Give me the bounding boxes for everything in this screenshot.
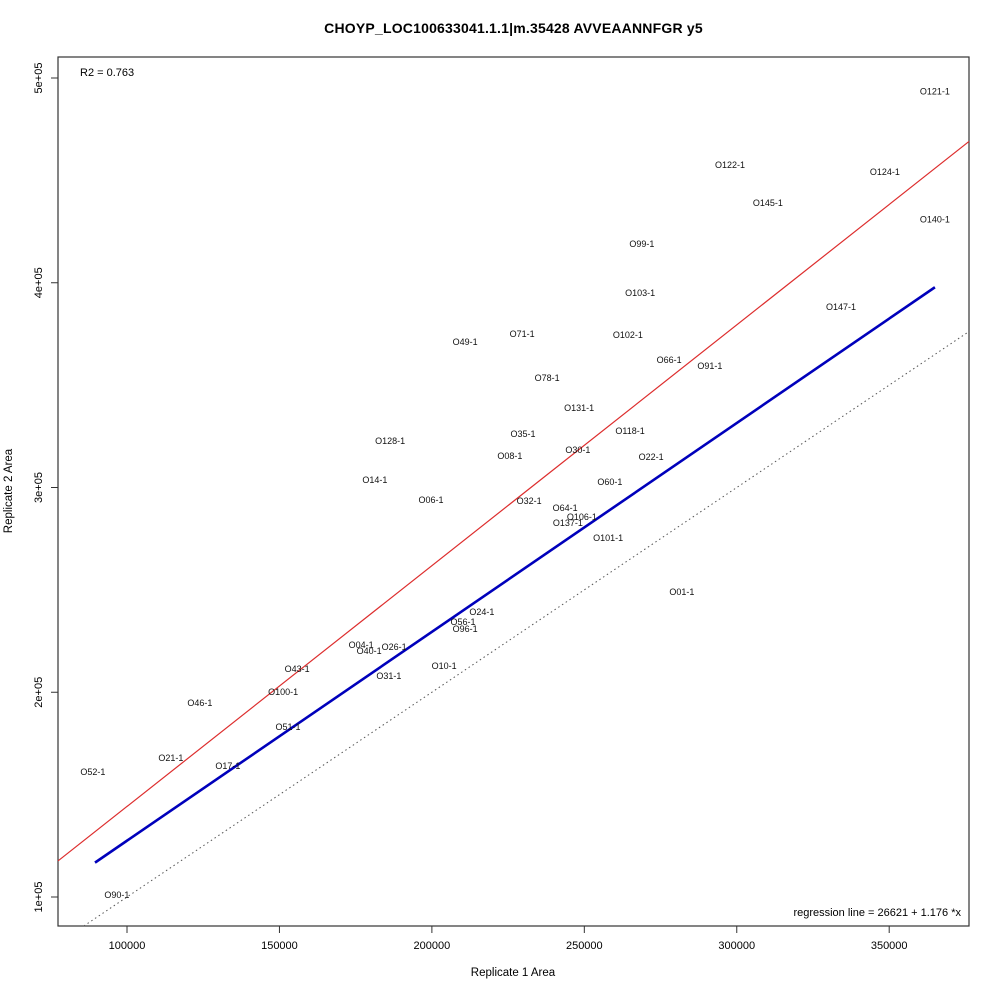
point-label: O21-1: [158, 753, 183, 763]
x-tick-label: 100000: [109, 940, 146, 952]
point-label: O118-1: [615, 426, 644, 436]
point-label: O35-1: [511, 429, 536, 439]
point-label: O64-1: [553, 503, 578, 513]
point-label: O56-1: [450, 617, 475, 627]
point-label: O60-1: [597, 477, 622, 487]
point-label: O49-1: [453, 337, 478, 347]
point-label: O31-1: [376, 671, 401, 681]
r-squared-annotation: R2 = 0.763: [80, 67, 134, 79]
point-label: O137-1: [553, 518, 583, 528]
point-label: O26-1: [382, 642, 407, 652]
point-label: O100-1: [268, 687, 298, 697]
y-tick-label: 1e+05: [33, 882, 45, 913]
regression-line: [57, 140, 970, 862]
y-axis-title: Replicate 2 Area: [3, 448, 15, 533]
plot-border: [57, 56, 970, 927]
point-label: O17-1: [215, 761, 240, 771]
point-label: O46-1: [187, 698, 212, 708]
point-label: O96-1: [453, 624, 478, 634]
point-label: O06-1: [418, 495, 443, 505]
point-label: O128-1: [375, 436, 405, 446]
point-label: O14-1: [362, 475, 387, 485]
point-label: O04-1: [349, 640, 374, 650]
point-label: O101-1: [593, 533, 623, 543]
point-label: O103-1: [625, 288, 655, 298]
point-label: O32-1: [517, 496, 542, 506]
point-label: O24-1: [469, 607, 494, 617]
point-label: O145-1: [753, 198, 783, 208]
point-label: O102-1: [613, 330, 643, 340]
x-tick-label: 150000: [261, 940, 298, 952]
generated-plot-content: 100000 150000 200000 250000 300000 350000 1e+0…: [33, 63, 970, 952]
identity-line: [83, 331, 970, 927]
point-label: O124-1: [870, 167, 900, 177]
x-tick-label: 250000: [566, 940, 603, 952]
point-label: O140-1: [920, 214, 950, 224]
point-label: O40-1: [357, 646, 382, 656]
point-label: O51-1: [275, 722, 300, 732]
point-label: O90-1: [104, 890, 129, 900]
secondary-fit-line: [94, 286, 936, 864]
point-label: O131-1: [564, 403, 594, 413]
point-label: O91-1: [697, 361, 722, 371]
point-label: O30-1: [565, 445, 590, 455]
point-label: O10-1: [432, 661, 457, 671]
regression-equation-annotation: regression line = 26621 + 1.176 *x: [793, 907, 961, 919]
point-label: O66-1: [657, 355, 682, 365]
x-tick-label: 200000: [414, 940, 451, 952]
y-tick-label: 5e+05: [33, 63, 45, 94]
point-label: O22-1: [639, 452, 664, 462]
point-label: O43-1: [285, 664, 310, 674]
point-label: O99-1: [629, 239, 654, 249]
x-tick-label: 350000: [871, 940, 908, 952]
point-label: O08-1: [497, 451, 522, 461]
point-label: O147-1: [826, 302, 856, 312]
y-tick-label: 4e+05: [33, 267, 45, 298]
point-label: O122-1: [715, 160, 745, 170]
y-tick-label: 2e+05: [33, 677, 45, 708]
point-label: O78-1: [535, 373, 560, 383]
point-label: O52-1: [80, 767, 105, 777]
x-tick-label: 300000: [718, 940, 755, 952]
point-label: O01-1: [669, 587, 694, 597]
x-axis-title: Replicate 1 Area: [471, 967, 556, 979]
chart-title: CHOYP_LOC100633041.1.1|m.35428 AVVEAANNF…: [324, 20, 703, 36]
y-tick-label: 3e+05: [33, 472, 45, 503]
point-label: O106-1: [567, 512, 597, 522]
point-label: O71-1: [510, 329, 535, 339]
point-label: O121-1: [920, 86, 950, 96]
